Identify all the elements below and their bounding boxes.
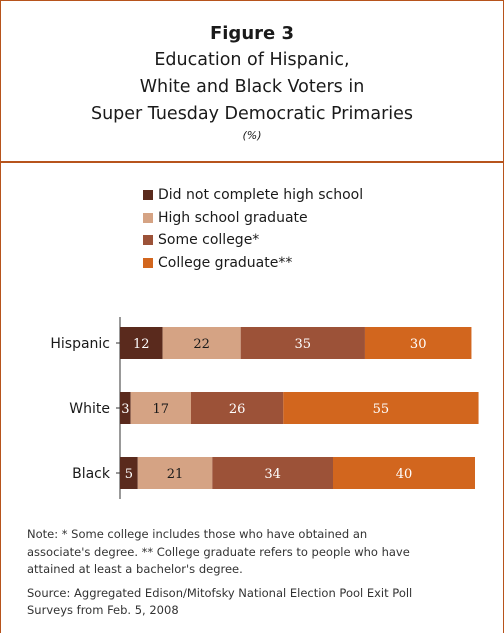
legend-label-hs-graduate: High school graduate — [158, 209, 308, 226]
bar-black-series-3 — [333, 457, 475, 489]
data-label-black-series-3: 40 — [396, 467, 413, 482]
legend-item-did-not-complete: Did not complete high school — [143, 184, 363, 207]
chart-title: Education of Hispanic, White and Black V… — [1, 47, 503, 128]
chart-title-line-1: Education of Hispanic, — [154, 50, 350, 70]
bar-black-series-0 — [120, 457, 138, 489]
bar-white-series-0 — [120, 392, 131, 424]
note-line-2: associate's degree. ** College graduate … — [27, 544, 410, 559]
legend-swatch-did-not-complete — [143, 190, 153, 201]
note-line-3: attained at least a bachelor's degree. — [27, 562, 243, 576]
category-label-black: Black — [72, 466, 111, 482]
data-label-hispanic-series-1: 22 — [193, 337, 210, 352]
bar-hispanic-series-3 — [364, 327, 472, 359]
note-text: Note: * Some college includes those who … — [27, 526, 487, 579]
chart-subtitle: (%) — [242, 129, 262, 142]
bar-hispanic-series-2 — [240, 327, 365, 359]
bar-hispanic-series-1 — [162, 327, 241, 359]
chart-notes: Note: * Some college includes those who … — [27, 526, 487, 626]
chart-title-line-3: Super Tuesday Democratic Primaries — [90, 104, 414, 124]
data-label-black-series-0: 5 — [125, 467, 133, 482]
data-label-black-series-1: 21 — [167, 467, 184, 482]
data-label-white-series-0: 3 — [121, 402, 129, 417]
bar-black-series-1 — [137, 457, 213, 489]
legend-item-some-college: Some college* — [143, 229, 363, 252]
data-label-white-series-3: 55 — [373, 402, 390, 417]
source-line-2: Surveys from Feb. 5, 2008 — [27, 603, 179, 617]
legend-swatch-some-college — [143, 235, 153, 246]
note-line-1: Note: * Some college includes those who … — [27, 527, 368, 541]
legend-item-college-graduate: College graduate** — [143, 252, 363, 275]
bar-white-series-2 — [191, 392, 284, 424]
bar-black-series-2 — [212, 457, 333, 489]
source-line-1: Source: Aggregated Edison/Mitofsky Natio… — [27, 585, 413, 600]
source-text: Source: Aggregated Edison/Mitofsky Natio… — [27, 585, 487, 620]
data-label-black-series-2: 34 — [264, 467, 281, 482]
bar-white-series-1 — [130, 392, 191, 424]
chart-title-line-2: White and Black Voters in — [139, 77, 365, 97]
bar-white-series-3 — [283, 392, 479, 424]
data-label-hispanic-series-3: 30 — [410, 337, 427, 352]
stacked-bar-chart: Hispanic 12 22 35 30 White 3 17 26 55 Black 5 21 34 40 — [50, 317, 479, 499]
legend-swatch-hs-graduate — [143, 212, 153, 223]
figure-label: Figure 3 — [209, 23, 295, 44]
category-label-white: White — [69, 401, 110, 417]
legend-item-hs-graduate: High school graduate — [143, 207, 363, 230]
legend-label-some-college: Some college* — [158, 232, 260, 249]
chart-legend: Did not complete high school High school… — [143, 184, 363, 274]
legend-label-did-not-complete: Did not complete high school — [158, 187, 364, 204]
data-label-hispanic-series-2: 35 — [295, 337, 312, 352]
category-label-hispanic: Hispanic — [50, 336, 110, 352]
data-label-white-series-2: 26 — [229, 402, 246, 417]
legend-label-college-graduate: College graduate** — [158, 254, 293, 271]
figure-header: Figure 3 Education of Hispanic, White an… — [1, 1, 503, 163]
bar-hispanic-series-0 — [120, 327, 163, 359]
data-label-white-series-1: 17 — [153, 402, 170, 417]
data-label-hispanic-series-0: 12 — [133, 337, 150, 352]
legend-swatch-college-graduate — [143, 257, 153, 268]
